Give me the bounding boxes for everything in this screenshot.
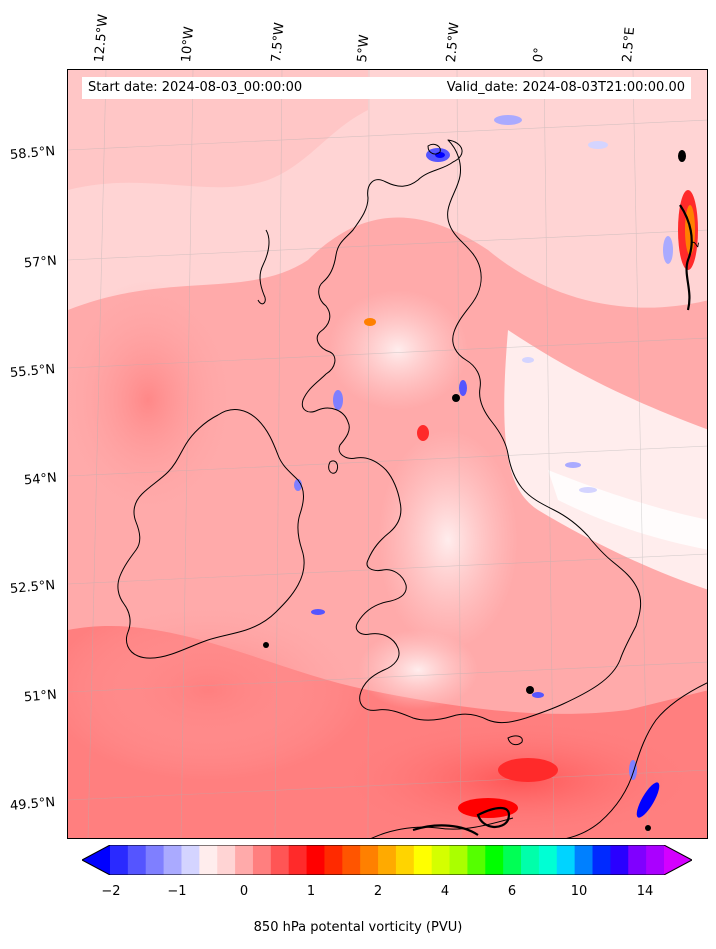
colorbar-tick-neg2: −2 [101,884,121,899]
colorbar-tick-0: 0 [239,884,249,899]
colorbar-segment [288,845,308,875]
lon-label-10w: 10°W [179,25,198,63]
colorbar-segment [181,845,200,875]
colorbar-segment [646,845,665,875]
lon-label-0: 0° [531,46,548,63]
colorbar-segment [342,845,361,875]
colorbar-segment [217,845,236,875]
colorbar-segment [252,845,272,875]
colorbar-extend-low [82,845,110,875]
colorbar-extend-high [664,845,692,875]
colorbar-segment [270,845,290,875]
colorbar-segment [324,845,343,875]
colorbar-segment [628,845,647,875]
colorbar-segment [163,845,182,875]
field-patch-wales [358,630,478,710]
colorbar-segment [431,845,451,875]
field-region-northwest [68,70,368,190]
lon-label-7-5w: 7.5°W [269,21,288,64]
colorbar-segment [378,845,397,875]
lon-label-12-5w: 12.5°W [92,13,112,64]
colorbar-segment [360,845,379,875]
colorbar-segment [503,845,522,875]
colorbar-segment [592,845,611,875]
pv-2-contours [412,204,693,836]
coastline-isle-of-wight [507,735,523,746]
colorbar [82,845,692,875]
coastlines [117,139,707,838]
colorbar-tick-4: 4 [440,884,450,899]
coastline-france-west [371,817,514,838]
coastline-ireland [117,409,305,659]
colorbar-tick-2: 2 [373,884,383,899]
contour-label: 2 [690,240,702,248]
pv-field-svg: 2 [68,70,707,838]
colorbar-segment [538,845,558,875]
colorbar-segment [610,845,629,875]
colorbar-segment [413,845,433,875]
colorbar-segment [127,845,147,875]
colorbar-segment [110,845,129,875]
coastline-france [565,682,707,838]
valid-date-label: Valid_date: 2024-08-03T21:00:00.00 [446,80,685,95]
lat-label-57n: 57°N [23,253,58,272]
colorbar-segment [199,845,218,875]
lon-label-2-5w: 2.5°W [444,21,463,64]
coastline-orkney [427,143,441,155]
lat-label-55-5n: 55.5°N [9,362,56,381]
colorbar-tick-1: 1 [306,884,316,899]
field-patch-scotland [328,290,468,410]
negative-pv-features [294,115,673,818]
lon-label-5w: 5°W [355,34,373,63]
lat-label-54n: 54°N [23,470,58,489]
colorbar-segment [449,845,468,875]
colorbar-segment [467,845,486,875]
date-info-box: Start date: 2024-08-03_00:00:00 Valid_da… [82,77,691,99]
colorbar-segment [574,845,594,875]
colorbar-tick-neg1: −1 [167,884,187,899]
colorbar-tick-10: 10 [570,884,588,899]
coastline-hebrides [257,229,270,305]
lat-label-58-5n: 58.5°N [9,144,56,163]
colorbar-segment [306,845,325,875]
coastline-great-britain [301,139,642,724]
colorbar-segment [521,845,540,875]
colorbar-segment [485,845,504,875]
start-date-label: Start date: 2024-08-03_00:00:00 [88,80,303,95]
coastline-isle-of-man [328,460,339,474]
field-region-southwest [68,600,368,780]
colorbar-title: 850 hPa potental vorticity (PVU) [253,920,463,935]
colorbar-tick-6: 6 [507,884,517,899]
colorbar-tick-14: 14 [636,884,654,899]
lon-label-2-5e: 2.5°E [620,26,639,63]
graticule [68,70,707,838]
lat-label-52-5n: 52.5°N [9,578,56,597]
field-region-west [68,280,238,520]
pv-map: 2 [67,69,708,839]
colorbar-segment [395,845,415,875]
lat-label-49-5n: 49.5°N [9,795,56,814]
colorbar-segment [235,845,254,875]
lat-label-51n: 51°N [23,687,58,706]
field-patch-england [378,430,518,650]
colorbar-segment [145,845,165,875]
colorbar-segment [556,845,576,875]
